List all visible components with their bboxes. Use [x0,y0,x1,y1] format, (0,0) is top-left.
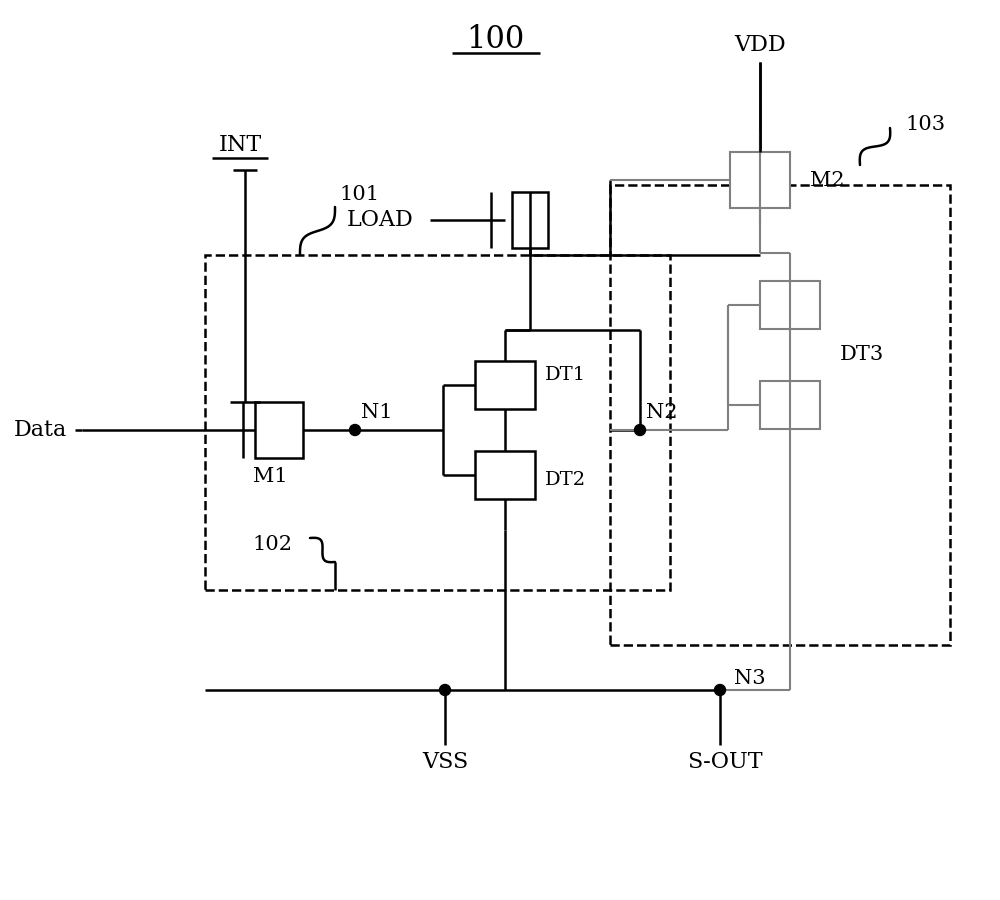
Text: VDD: VDD [734,34,786,56]
Text: DT1: DT1 [545,366,586,384]
Bar [760,381,820,429]
Bar [475,451,535,499]
Text: INT: INT [218,134,262,156]
Text: N1: N1 [361,402,393,421]
Bar [475,361,535,409]
Text: S-OUT: S-OUT [687,751,763,773]
Bar [760,281,820,329]
Text: N3: N3 [734,669,766,688]
Bar [255,402,303,458]
Circle shape [714,685,726,696]
Text: 100: 100 [466,24,524,56]
Circle shape [635,425,646,436]
Text: 101: 101 [340,185,380,204]
Text: Data: Data [13,419,67,441]
Text: DT3: DT3 [840,346,884,365]
Text: M1: M1 [253,467,287,487]
Bar [730,152,790,208]
Circle shape [350,425,360,436]
Text: N2: N2 [646,402,678,421]
Text: LOAD: LOAD [347,209,413,231]
Text: DT2: DT2 [545,471,586,489]
Circle shape [440,685,450,696]
Bar [610,185,950,645]
Bar [205,255,670,590]
Text: 103: 103 [905,115,945,134]
Bar [512,192,548,248]
Text: 102: 102 [252,536,292,554]
Text: M2: M2 [810,170,844,190]
Text: VSS: VSS [422,751,468,773]
